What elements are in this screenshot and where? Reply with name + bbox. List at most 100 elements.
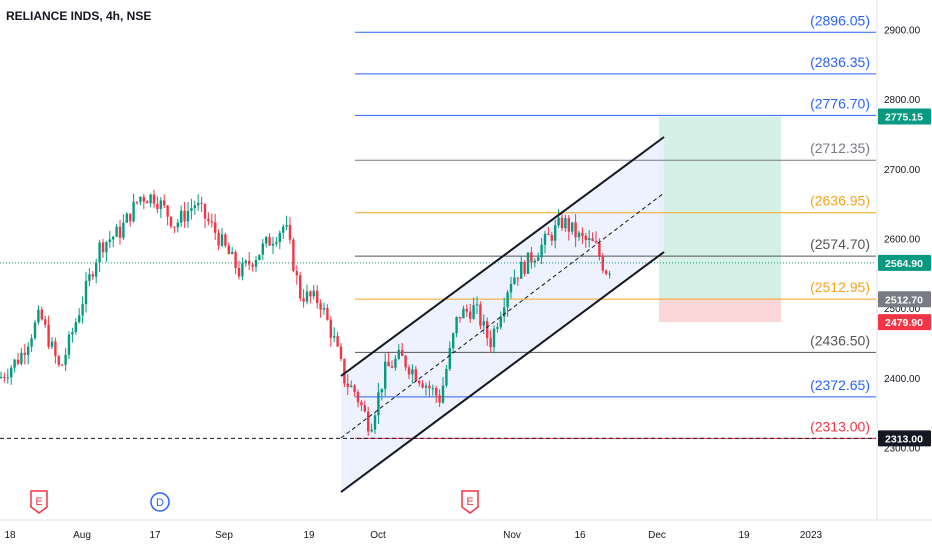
candle-body	[421, 383, 424, 388]
candle-body	[84, 280, 88, 305]
candle-body	[438, 395, 441, 403]
price-badge	[878, 254, 931, 271]
candle-body	[499, 316, 502, 328]
candle-body	[10, 367, 13, 378]
candle-body	[523, 261, 526, 274]
candle-body	[370, 429, 373, 432]
candle-body	[91, 274, 94, 277]
candle-body	[254, 259, 258, 267]
fib-level-label: (2313.00)	[810, 418, 870, 434]
candle-body	[268, 236, 271, 246]
candle-body	[584, 235, 587, 241]
candle-body	[146, 201, 149, 204]
candle-body	[608, 273, 611, 275]
event-marker-label: E	[466, 496, 473, 508]
candle-body	[601, 256, 604, 271]
candle-body	[16, 359, 20, 364]
candle-body	[261, 243, 264, 255]
symbol-title: RELIANCE INDS, 4h, NSE	[6, 9, 152, 23]
x-tick-label: 16	[574, 530, 586, 541]
candle-body	[108, 239, 111, 243]
price-badge	[878, 314, 931, 331]
candle-body	[217, 232, 220, 246]
candle-body	[258, 254, 261, 260]
candle-body	[142, 196, 145, 202]
candle-body	[115, 226, 118, 237]
x-tick-label: 17	[149, 530, 161, 541]
candle-body	[598, 242, 601, 257]
candle-body	[112, 236, 115, 240]
candle-body	[387, 361, 390, 367]
candle-body	[173, 226, 176, 228]
candle-body	[319, 303, 322, 310]
candle-body	[231, 251, 234, 255]
candle-body	[605, 270, 608, 274]
candle-body	[193, 205, 196, 209]
y-tick-label: 2800.00	[884, 95, 921, 106]
candle-body	[186, 210, 190, 222]
candle-body	[190, 208, 193, 211]
candle-body	[285, 224, 288, 227]
candle-body	[462, 308, 465, 319]
candle-body	[577, 232, 581, 238]
fib-level-label: (2574.70)	[810, 236, 870, 252]
candle-body	[547, 233, 550, 236]
price-badge-label: 2512.70	[885, 294, 923, 306]
x-tick-label: Aug	[73, 530, 91, 541]
candle-body	[373, 415, 377, 430]
candle-body	[594, 240, 598, 243]
candle-body	[0, 376, 3, 378]
candle-body	[492, 328, 496, 348]
candle-body	[288, 224, 292, 240]
y-tick-label: 2700.00	[884, 165, 921, 176]
candle-body	[472, 305, 475, 319]
candle-body	[407, 367, 411, 375]
candle-body	[329, 319, 332, 338]
candle-body	[550, 235, 553, 241]
candle-body	[64, 354, 67, 365]
fib-level-label: (2836.35)	[810, 54, 870, 70]
candle-body	[520, 261, 523, 279]
candle-body	[435, 388, 438, 396]
y-tick-label: 2600.00	[884, 234, 921, 245]
channel-lower-line	[340, 251, 665, 493]
candle-body	[227, 245, 230, 255]
candle-body	[237, 267, 241, 277]
candle-body	[333, 336, 336, 338]
candle-body	[424, 385, 428, 388]
candle-body	[47, 324, 50, 347]
candle-body	[33, 322, 37, 339]
candle-body	[180, 210, 183, 223]
earnings-marker	[461, 490, 479, 514]
x-tick-label: Dec	[648, 530, 666, 541]
candle-body	[282, 226, 285, 233]
candle-body	[448, 348, 451, 370]
candle-body	[591, 238, 594, 241]
candle-body	[295, 271, 298, 276]
candle-body	[360, 402, 363, 406]
candle-body	[163, 200, 166, 206]
candle-body	[441, 385, 445, 403]
candle-body	[305, 291, 309, 302]
candle-body	[418, 380, 421, 384]
candle-body	[241, 263, 244, 277]
candle-body	[384, 361, 387, 389]
candle-body	[244, 260, 247, 264]
candle-body	[411, 369, 414, 375]
candle-body	[98, 242, 101, 263]
candle-body	[397, 349, 400, 359]
candle-body	[149, 194, 152, 204]
candle-body	[152, 194, 156, 204]
candle-body	[445, 369, 448, 386]
candle-body	[479, 304, 482, 326]
candle-body	[275, 242, 278, 244]
event-marker-label: D	[156, 497, 164, 509]
candle-body	[309, 291, 312, 297]
candle-body	[6, 377, 9, 379]
candle-body	[513, 277, 516, 284]
y-tick-label: 2400.00	[884, 374, 921, 385]
candle-body	[571, 222, 574, 232]
candle-body	[292, 239, 295, 272]
